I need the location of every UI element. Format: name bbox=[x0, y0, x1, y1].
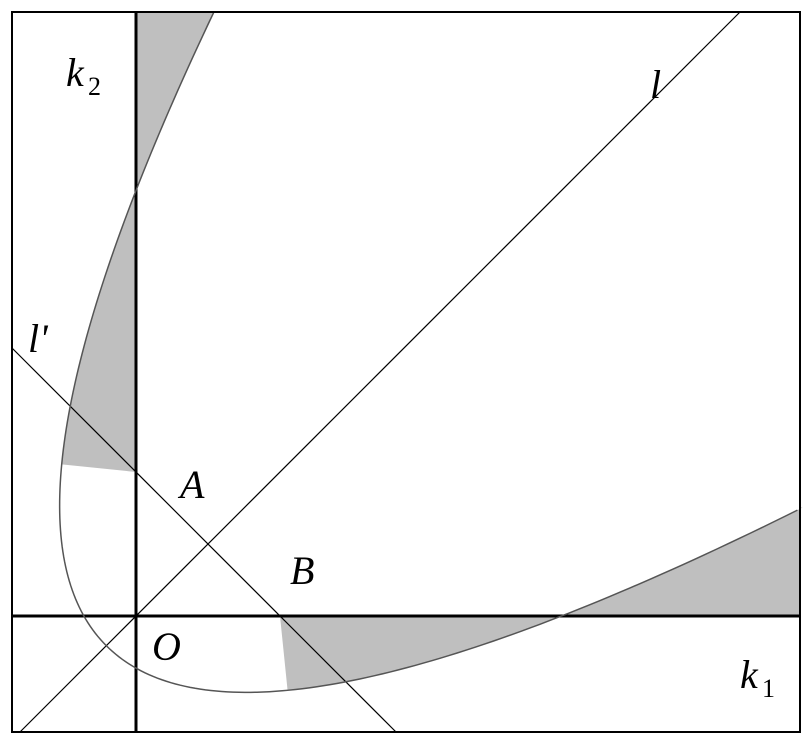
svg-text:l: l bbox=[650, 62, 661, 107]
x-axis-label: k1 bbox=[740, 652, 775, 703]
y-axis-label: k2 bbox=[66, 50, 101, 101]
point-a-label: A bbox=[177, 462, 205, 507]
svg-text:2: 2 bbox=[88, 72, 101, 101]
line-l-label: l bbox=[650, 62, 661, 107]
svg-text:O: O bbox=[152, 624, 181, 669]
svg-text:k: k bbox=[740, 652, 759, 697]
lower-shaded-region bbox=[280, 508, 803, 691]
svg-text:1: 1 bbox=[762, 674, 775, 703]
upper-shaded-region bbox=[62, 11, 215, 472]
svg-text:A: A bbox=[177, 462, 205, 507]
svg-text:B: B bbox=[290, 548, 314, 593]
svg-text:k: k bbox=[66, 50, 85, 95]
origin-label: O bbox=[152, 624, 181, 669]
line-l-prime-label: l' bbox=[28, 316, 49, 361]
point-b-label: B bbox=[290, 548, 314, 593]
svg-text:l': l' bbox=[28, 316, 49, 361]
